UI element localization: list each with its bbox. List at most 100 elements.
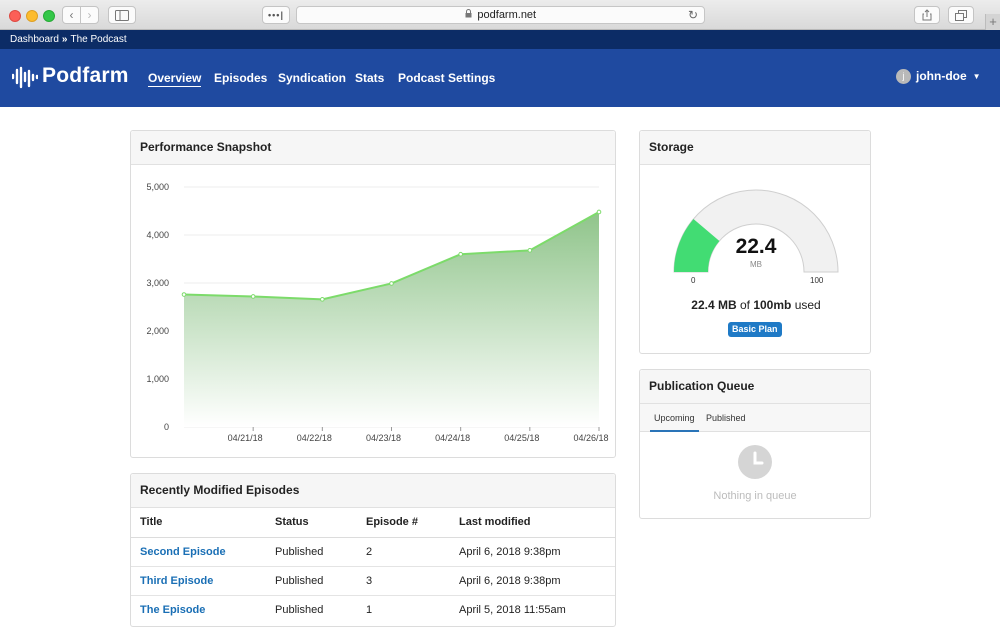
column-title: Title xyxy=(131,508,266,538)
episode-number: 1 xyxy=(366,603,373,616)
episode-title-link[interactable]: The Episode xyxy=(140,603,206,616)
brand-name[interactable]: Podfarm xyxy=(42,64,129,87)
column-last-modified: Last modified xyxy=(450,508,615,538)
episode-number: 3 xyxy=(357,566,450,596)
podfarm-logo-icon[interactable] xyxy=(12,66,38,90)
nav-overview[interactable]: Overview xyxy=(148,71,202,87)
breadcrumb: Dashboard» The Podcast xyxy=(0,30,1000,49)
x-tick-label: 04/23/18 xyxy=(366,433,401,443)
y-tick-label: 5,000 xyxy=(146,182,169,192)
gauge-unit: MB xyxy=(750,260,762,269)
sidebar-toggle-button[interactable] xyxy=(108,6,136,24)
minimize-window-button[interactable] xyxy=(26,10,38,22)
y-tick-label: 4,000 xyxy=(146,230,169,240)
storage-usage-text: 22.4 MB of 100mb used xyxy=(640,298,872,312)
table-row: Third Episode Published 3 April 6, 2018 … xyxy=(131,566,615,596)
plan-badge[interactable]: Basic Plan xyxy=(728,322,782,337)
y-tick-label: 3,000 xyxy=(146,278,169,288)
x-tick-label: 04/22/18 xyxy=(297,433,332,443)
queue-panel: Publication Queue Upcoming Published Not… xyxy=(639,369,871,519)
queue-title: Publication Queue xyxy=(640,370,870,404)
episode-status: Published xyxy=(266,537,357,567)
nav-episodes[interactable]: Episodes xyxy=(214,71,268,85)
column-status: Status xyxy=(266,508,357,538)
chevron-down-icon: ▼ xyxy=(972,72,981,82)
tab-published[interactable]: Published xyxy=(706,413,746,423)
breadcrumb-separator: » xyxy=(61,34,68,45)
y-tick-label: 1,000 xyxy=(146,374,169,384)
gauge-used-arc xyxy=(674,218,720,272)
episode-status: Published xyxy=(266,566,357,596)
data-point[interactable] xyxy=(527,248,533,253)
sidebar-icon xyxy=(115,10,129,21)
breadcrumb-dashboard[interactable]: Dashboard xyxy=(10,34,59,45)
queue-empty-text: Nothing in queue xyxy=(713,490,797,502)
clock-icon xyxy=(738,445,772,479)
close-window-button[interactable] xyxy=(9,10,21,22)
share-icon xyxy=(922,9,932,21)
nav-syndication[interactable]: Syndication xyxy=(278,71,347,85)
x-tick-label: 04/24/18 xyxy=(435,433,470,443)
gauge-track xyxy=(673,189,839,273)
tab-upcoming[interactable]: Upcoming xyxy=(650,404,699,432)
top-sites-button[interactable]: •••| xyxy=(262,6,290,24)
area-fill xyxy=(184,211,599,427)
url-text: podfarm.net xyxy=(477,9,537,21)
tabs-icon xyxy=(955,10,967,21)
table-header-row: Title Status Episode # Last modified xyxy=(131,508,615,538)
tab-overview-button[interactable] xyxy=(948,6,974,24)
usage-total: 100mb xyxy=(753,298,792,312)
avatar: j xyxy=(896,69,911,85)
episodes-table: Title Status Episode # Last modified Sec… xyxy=(131,508,615,624)
y-tick-label: 0 xyxy=(164,422,169,432)
forward-button[interactable]: › xyxy=(80,6,99,24)
reload-icon[interactable]: ↻ xyxy=(687,8,698,22)
usage-suffix: used xyxy=(794,298,821,312)
column-episode-number: Episode # xyxy=(357,508,450,538)
data-point[interactable] xyxy=(250,294,256,299)
back-button[interactable]: ‹ xyxy=(62,6,81,24)
performance-panel: Performance Snapshot 0 1,000 2,000 3,000 4,0… xyxy=(130,130,616,458)
zoom-window-button[interactable] xyxy=(43,10,55,22)
gauge-min-label: 0 xyxy=(691,276,696,285)
episode-modified: April 5, 2018 11:55am xyxy=(459,603,566,616)
y-tick-label: 2,000 xyxy=(146,326,169,336)
queue-tabs: Upcoming Published xyxy=(640,404,870,432)
gauge-max-label: 100 xyxy=(810,276,824,285)
x-tick-label: 04/26/18 xyxy=(573,433,608,443)
episode-modified: April 6, 2018 9:38pm xyxy=(450,537,615,567)
x-tick-label: 04/25/18 xyxy=(504,433,539,443)
episode-title-link[interactable]: Second Episode xyxy=(140,545,226,558)
lock-icon xyxy=(465,9,475,20)
main-navbar: Podfarm Overview Episodes Syndication St… xyxy=(0,49,1000,107)
episode-title-link[interactable]: Third Episode xyxy=(140,574,214,587)
episode-modified: April 6, 2018 9:38pm xyxy=(450,566,615,596)
episode-status: Published xyxy=(275,603,324,616)
performance-chart: 0 1,000 2,000 3,000 4,000 5,000 04/21/18 04/22/… xyxy=(146,182,608,443)
username: john-doe xyxy=(916,69,967,83)
new-tab-button[interactable]: + xyxy=(985,14,1000,30)
x-tick-label: 04/21/18 xyxy=(228,433,263,443)
data-point[interactable] xyxy=(320,297,325,302)
user-menu[interactable]: j john-doe ▼ xyxy=(896,69,981,85)
browser-toolbar: ‹ › •••| podfarm.net ↻ + xyxy=(0,0,1000,30)
data-point[interactable] xyxy=(389,281,394,286)
breadcrumb-podcast[interactable]: The Podcast xyxy=(70,34,127,45)
storage-title: Storage xyxy=(640,131,870,165)
storage-gauge xyxy=(673,189,839,273)
data-point[interactable] xyxy=(596,209,602,215)
storage-panel: Storage 22.4 MB 0 100 22.4 MB of 100mb u… xyxy=(639,130,871,354)
address-bar[interactable]: podfarm.net ↻ xyxy=(296,6,705,24)
data-point[interactable] xyxy=(458,251,463,257)
share-button[interactable] xyxy=(914,6,940,24)
episode-number: 2 xyxy=(357,537,450,567)
table-row: The Episode Published 1 April 5, 2018 11… xyxy=(131,595,615,624)
usage-of: of xyxy=(739,298,750,312)
episodes-panel: Recently Modified Episodes Title Status … xyxy=(130,473,616,627)
nav-stats[interactable]: Stats xyxy=(355,71,385,85)
usage-used: 22.4 MB xyxy=(691,298,737,312)
table-row: Second Episode Published 2 April 6, 2018… xyxy=(131,537,615,567)
nav-podcast-settings[interactable]: Podcast Settings xyxy=(398,71,496,85)
data-point[interactable] xyxy=(181,292,187,297)
episodes-title: Recently Modified Episodes xyxy=(131,474,615,508)
